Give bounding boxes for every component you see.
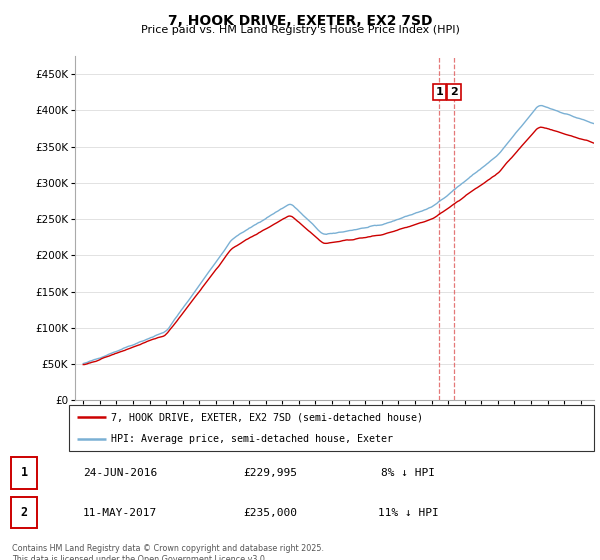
FancyBboxPatch shape bbox=[11, 457, 37, 489]
Text: 2: 2 bbox=[450, 87, 458, 97]
Text: 1: 1 bbox=[20, 466, 28, 479]
Text: 24-JUN-2016: 24-JUN-2016 bbox=[83, 468, 157, 478]
Text: 11% ↓ HPI: 11% ↓ HPI bbox=[377, 508, 439, 518]
Text: 7, HOOK DRIVE, EXETER, EX2 7SD: 7, HOOK DRIVE, EXETER, EX2 7SD bbox=[168, 14, 432, 28]
Text: £235,000: £235,000 bbox=[243, 508, 297, 518]
Text: Price paid vs. HM Land Registry's House Price Index (HPI): Price paid vs. HM Land Registry's House … bbox=[140, 25, 460, 35]
FancyBboxPatch shape bbox=[11, 497, 37, 529]
Text: 8% ↓ HPI: 8% ↓ HPI bbox=[381, 468, 435, 478]
Text: £229,995: £229,995 bbox=[243, 468, 297, 478]
FancyBboxPatch shape bbox=[69, 405, 594, 451]
Text: 7, HOOK DRIVE, EXETER, EX2 7SD (semi-detached house): 7, HOOK DRIVE, EXETER, EX2 7SD (semi-det… bbox=[111, 412, 423, 422]
Text: HPI: Average price, semi-detached house, Exeter: HPI: Average price, semi-detached house,… bbox=[111, 435, 393, 444]
Text: 2: 2 bbox=[20, 506, 28, 519]
Text: 1: 1 bbox=[436, 87, 443, 97]
Text: 11-MAY-2017: 11-MAY-2017 bbox=[83, 508, 157, 518]
Text: Contains HM Land Registry data © Crown copyright and database right 2025.
This d: Contains HM Land Registry data © Crown c… bbox=[12, 544, 324, 560]
